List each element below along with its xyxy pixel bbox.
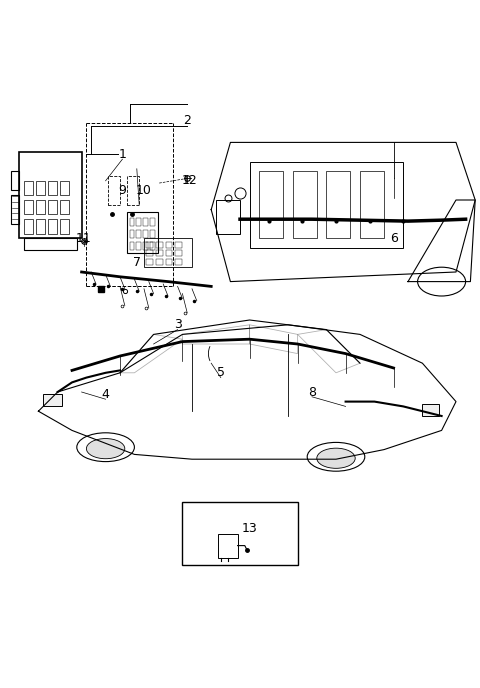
Bar: [156, 250, 163, 256]
Bar: [175, 250, 182, 256]
Bar: [48, 181, 57, 195]
Text: 11: 11: [76, 232, 92, 245]
Text: 10: 10: [136, 184, 152, 197]
Bar: [24, 181, 33, 195]
Bar: [108, 176, 120, 205]
Bar: [259, 171, 283, 239]
Text: 1: 1: [119, 148, 126, 161]
Bar: [182, 502, 298, 565]
Text: 13: 13: [242, 522, 257, 535]
Bar: [36, 181, 45, 195]
Text: 9: 9: [119, 184, 126, 197]
Ellipse shape: [86, 438, 125, 459]
Bar: [43, 394, 62, 407]
Bar: [136, 230, 141, 239]
Bar: [146, 259, 153, 265]
Bar: [166, 259, 172, 265]
Bar: [144, 239, 192, 267]
Bar: [175, 241, 182, 248]
Bar: [360, 171, 384, 239]
Bar: [166, 250, 172, 256]
Text: 6: 6: [390, 232, 397, 245]
Text: 2: 2: [183, 114, 191, 127]
Bar: [130, 230, 134, 239]
Bar: [127, 176, 139, 205]
Bar: [60, 181, 69, 195]
Bar: [24, 219, 33, 234]
Text: 8: 8: [308, 385, 316, 398]
Text: 3: 3: [174, 319, 181, 332]
Bar: [175, 259, 182, 265]
Bar: [156, 241, 163, 248]
Bar: [60, 219, 69, 234]
Bar: [250, 162, 403, 248]
Bar: [216, 200, 240, 234]
Polygon shape: [182, 325, 250, 344]
Bar: [130, 241, 134, 250]
Bar: [146, 250, 153, 256]
Bar: [326, 171, 350, 239]
Bar: [156, 259, 163, 265]
Bar: [150, 241, 155, 250]
Bar: [143, 241, 148, 250]
Bar: [136, 218, 141, 226]
Bar: [130, 218, 134, 226]
Bar: [146, 241, 153, 248]
Bar: [150, 230, 155, 239]
Ellipse shape: [317, 448, 355, 469]
Bar: [143, 230, 148, 239]
Bar: [24, 200, 33, 215]
Text: 5: 5: [217, 366, 225, 379]
Text: 7: 7: [133, 256, 141, 269]
Bar: [11, 171, 19, 191]
Bar: [127, 212, 158, 252]
Bar: [11, 195, 19, 224]
Bar: [143, 218, 148, 226]
Polygon shape: [298, 330, 360, 373]
Polygon shape: [250, 325, 298, 354]
Bar: [150, 218, 155, 226]
Bar: [136, 241, 141, 250]
Bar: [36, 200, 45, 215]
Bar: [19, 152, 82, 239]
Polygon shape: [120, 334, 182, 373]
Text: 4: 4: [102, 388, 109, 401]
Bar: [293, 171, 317, 239]
Bar: [166, 241, 172, 248]
Bar: [422, 404, 439, 416]
Bar: [48, 200, 57, 215]
Bar: [24, 239, 77, 250]
Bar: [48, 219, 57, 234]
Bar: [36, 219, 45, 234]
Text: 12: 12: [182, 174, 197, 187]
Bar: [60, 200, 69, 215]
Bar: [218, 534, 238, 557]
